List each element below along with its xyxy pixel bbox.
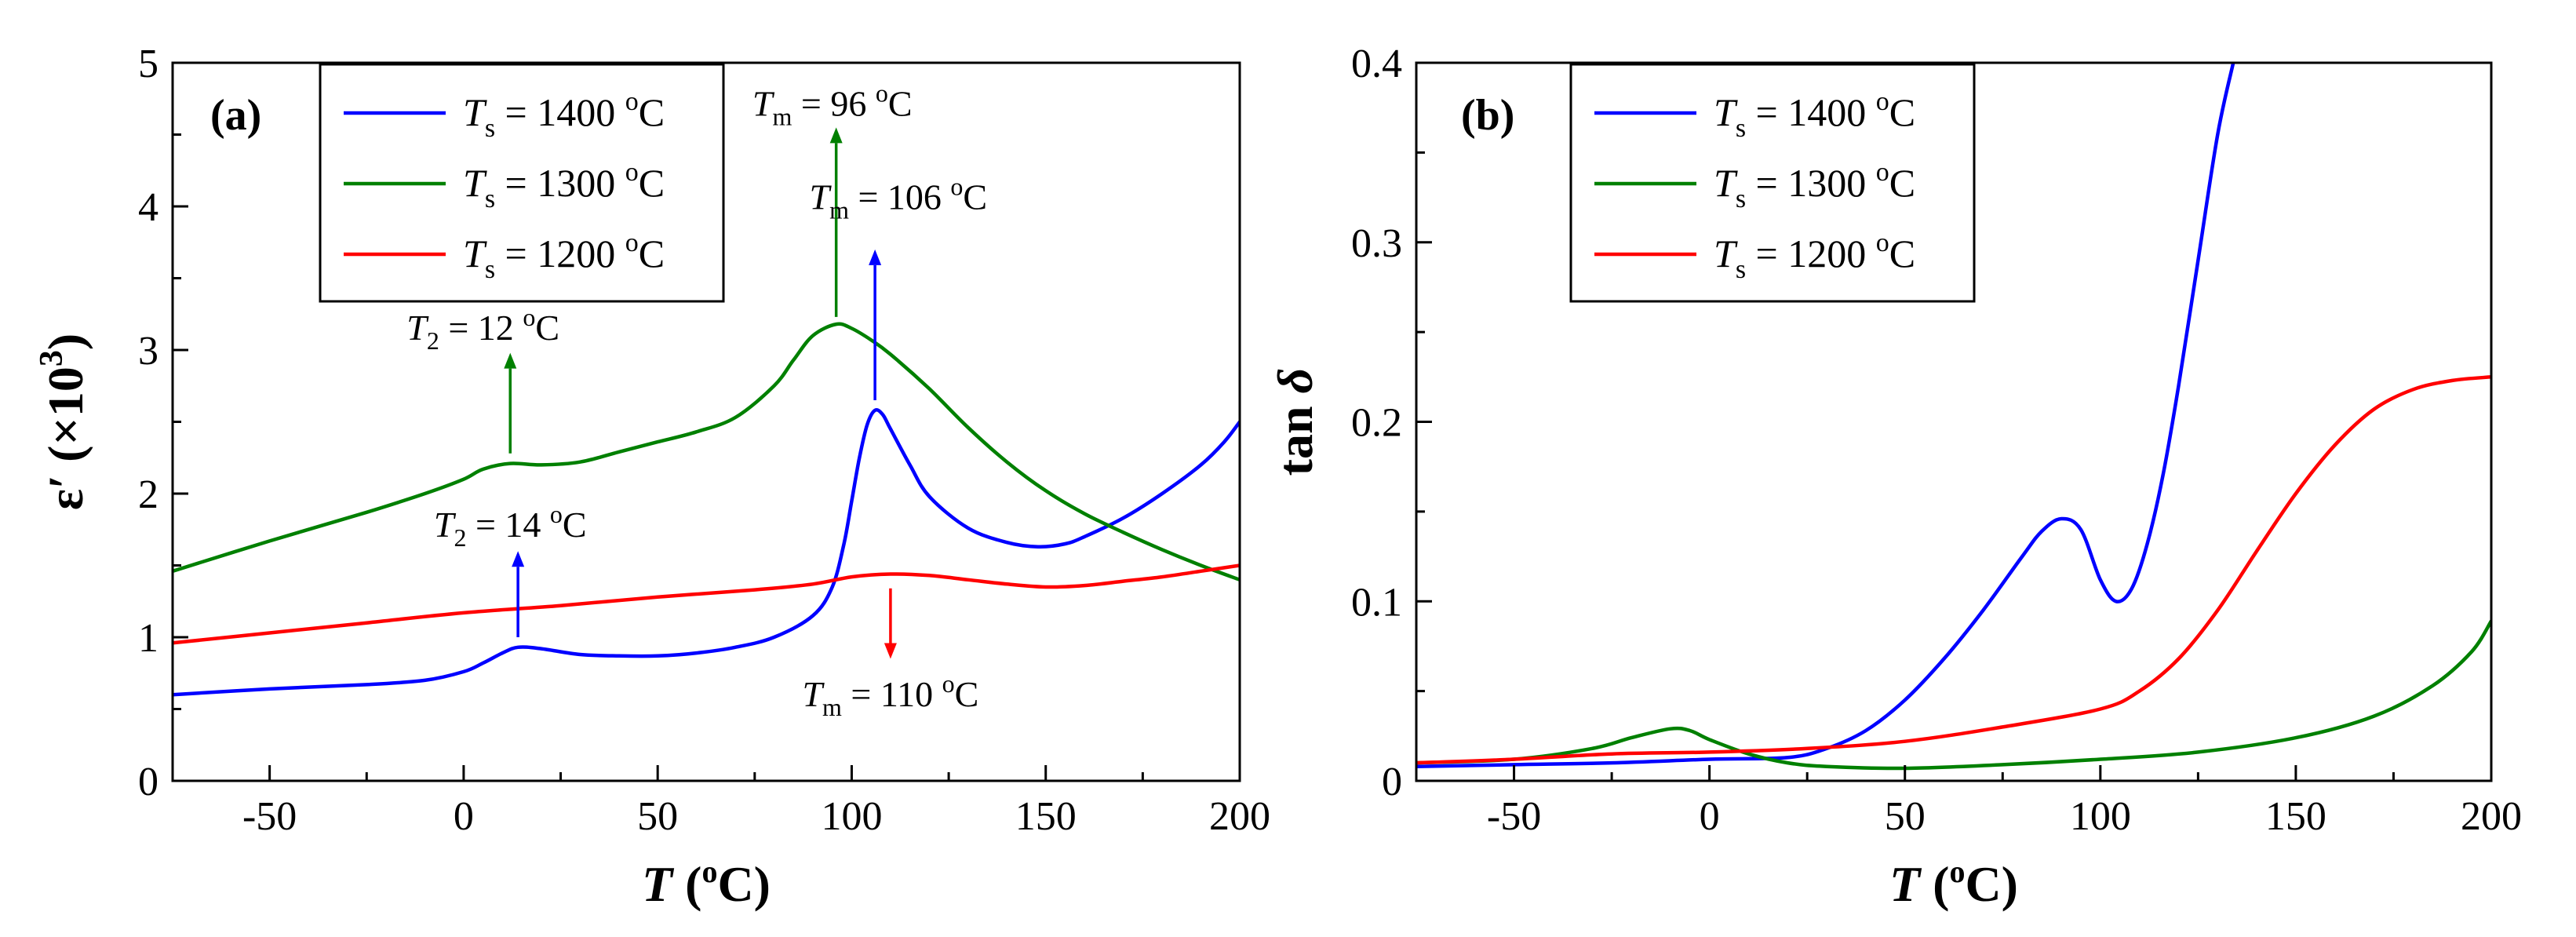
annotation-m-2: Tm = 96 oC <box>752 79 913 317</box>
x-tick-label: -50 <box>1487 794 1541 839</box>
y-tick-label: 0.4 <box>1351 42 1402 86</box>
y-tick-label: 3 <box>138 329 158 374</box>
panel-b: -50 0 50 100 150 200 0 0.1 0.2 0.3 0.4 (b) T (oC) tan… <box>1267 42 2522 912</box>
annotation-arrow-head <box>512 551 525 567</box>
series-line-1300 <box>173 322 1240 582</box>
legend-label-1300: Ts = 1300 oC <box>1714 158 1915 213</box>
panel-label: (a) <box>210 91 261 140</box>
y-axis-title: tan δ <box>1267 368 1323 476</box>
panel-a: -50 0 50 100 150 200 0 1 2 3 4 5 (a) T (oC) ε′ (×103) T… <box>34 42 1270 912</box>
x-tick-label: 50 <box>637 794 678 839</box>
legend-label-1300: Ts = 1300 oC <box>463 158 665 213</box>
annotation-label: T2 = 14 oC <box>434 500 587 552</box>
y-tick-label: 1 <box>138 616 158 661</box>
x-tick-label: 200 <box>1209 794 1270 839</box>
x-tick-label: 100 <box>2070 794 2131 839</box>
legend: Ts = 1400 oC Ts = 1300 oC Ts = 1200 oC <box>319 63 725 303</box>
y-tick-label: 0.3 <box>1351 221 1402 266</box>
annotation-arrow-head <box>869 249 882 265</box>
series-line-1300 <box>1416 619 2491 771</box>
x-tick-label: 0 <box>1700 794 1720 839</box>
annotation-label: Tm = 110 oC <box>802 669 978 721</box>
annotation-arrow-head <box>884 643 897 659</box>
x-tick-label: 150 <box>2265 794 2326 839</box>
annotation-2-1: T2 = 14 oC <box>434 500 587 637</box>
annotation-label: Tm = 96 oC <box>752 79 913 131</box>
annotation-m-4: Tm = 110 oC <box>802 588 978 721</box>
y-axis-title: ε′ (×103) <box>34 334 93 510</box>
x-tick-label: -50 <box>242 794 297 839</box>
series-line-1200 <box>1416 375 2491 765</box>
x-axis-title: T (oC) <box>1889 854 2018 912</box>
x-tick-label: 150 <box>1015 794 1077 839</box>
legend-label-1400: Ts = 1400 oC <box>1714 87 1915 143</box>
legend-label-1400: Ts = 1400 oC <box>463 87 665 143</box>
annotation-label: Tm = 106 oC <box>809 173 987 224</box>
annotation-2-0: T2 = 12 oC <box>406 303 559 454</box>
y-tick-label: 0 <box>138 760 158 804</box>
y-tick-label: 2 <box>138 472 158 517</box>
x-tick-label: 100 <box>821 794 882 839</box>
x-axis-title: T (oC) <box>642 854 771 912</box>
x-tick-label: 50 <box>1885 794 1926 839</box>
annotation-label: T2 = 12 oC <box>406 303 559 355</box>
x-tick-label: 200 <box>2461 794 2522 839</box>
series-line-1200 <box>173 563 1240 645</box>
annotation-m-3: Tm = 106 oC <box>809 173 987 401</box>
y-tick-label: 4 <box>138 185 158 230</box>
series-group <box>173 322 1240 697</box>
legend-label-1200: Ts = 1200 oC <box>1714 228 1915 284</box>
legend: Ts = 1400 oC Ts = 1300 oC Ts = 1200 oC <box>1569 63 1976 303</box>
legend-label-1200: Ts = 1200 oC <box>463 228 665 284</box>
panel-label: (b) <box>1461 91 1514 140</box>
y-tick-label: 0.1 <box>1351 580 1402 625</box>
series-group <box>1416 63 2491 771</box>
annotation-arrow-head <box>504 352 517 369</box>
y-tick-label: 5 <box>138 42 158 86</box>
y-tick-label: 0 <box>1382 760 1402 804</box>
y-tick-label: 0.2 <box>1351 401 1402 446</box>
series-line-1400 <box>173 408 1240 697</box>
series-line-1400 <box>1416 63 2235 768</box>
x-tick-label: 0 <box>454 794 474 839</box>
annotation-arrow-head <box>829 127 843 144</box>
